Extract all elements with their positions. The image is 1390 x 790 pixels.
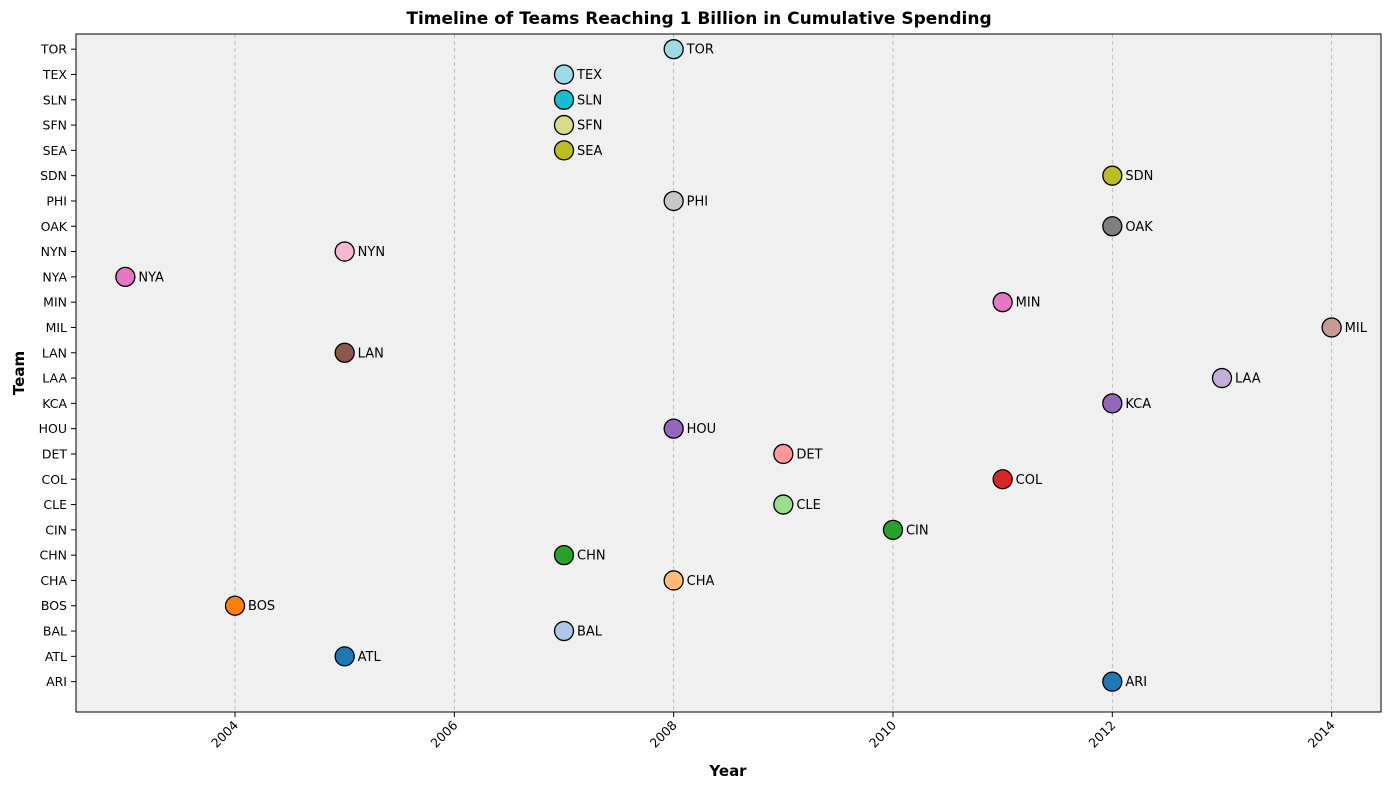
point-label-sfn: SFN — [577, 119, 602, 134]
y-tick-label: TOR — [40, 42, 67, 57]
data-point-kca — [1102, 393, 1123, 414]
x-gridlines — [234, 34, 1333, 712]
point-label-atl: ATL — [358, 650, 382, 665]
point-label-lan: LAN — [358, 346, 384, 361]
data-point-atl — [334, 646, 355, 667]
data-point-laa — [1211, 367, 1233, 389]
data-point-bal — [553, 620, 575, 642]
y-tick-label: KCA — [42, 396, 67, 411]
data-point-tor — [663, 39, 684, 60]
y-tick-label: SFN — [43, 118, 67, 133]
y-tick-label: HOU — [39, 421, 67, 436]
y-tick-label: SLN — [43, 92, 67, 107]
y-tick-label: LAA — [42, 371, 67, 386]
x-tick-label: 2004 — [208, 717, 241, 750]
point-label-bos: BOS — [248, 599, 275, 614]
y-tick-label: SEA — [43, 143, 68, 158]
x-tick-label: 2012 — [1085, 718, 1118, 751]
data-point-lan — [334, 342, 355, 363]
data-point-sdn — [1102, 165, 1123, 186]
data-point-col — [992, 469, 1013, 490]
point-label-bal: BAL — [577, 625, 603, 640]
point-label-det: DET — [796, 447, 822, 462]
point-label-oak: OAK — [1125, 220, 1153, 235]
point-label-nya: NYA — [138, 270, 164, 285]
x-tick-label: 2006 — [427, 717, 460, 750]
data-point-bos — [224, 595, 246, 616]
point-label-kca: KCA — [1125, 397, 1151, 412]
y-tick-label: ARI — [46, 674, 67, 689]
data-points: ARI ATL BAL BOS CHA CHN CIN CLE COL DET HOU KCA LAA L… — [115, 39, 1368, 692]
y-tick-label: MIN — [43, 295, 67, 310]
point-label-laa: LAA — [1235, 372, 1261, 387]
point-label-min: MIN — [1016, 296, 1041, 311]
x-tick-label: 2010 — [866, 717, 899, 750]
point-label-cin: CIN — [906, 523, 929, 538]
y-tick-label: LAN — [42, 345, 67, 360]
data-point-nya — [115, 266, 136, 288]
point-label-ari: ARI — [1125, 675, 1147, 690]
y-tick-label: COL — [41, 472, 67, 487]
point-label-sln: SLN — [577, 93, 602, 108]
y-tick-label: CLE — [43, 497, 67, 512]
chart-title: Timeline of Teams Reaching 1 Billion in … — [406, 9, 991, 29]
plot-background — [76, 34, 1381, 712]
data-point-cin — [882, 519, 904, 541]
y-tick-label: DET — [42, 446, 68, 461]
y-axis-label: Team — [10, 351, 28, 395]
y-tick-label: MIL — [46, 320, 67, 335]
point-label-col: COL — [1016, 473, 1043, 488]
y-tick-label: BAL — [43, 624, 67, 639]
y-tick-label: ATL — [45, 649, 67, 664]
point-label-cha: CHA — [687, 574, 715, 589]
x-axis-ticks: 2004 2006 2008 2010 2012 2014 — [208, 712, 1338, 751]
point-label-sea: SEA — [577, 144, 602, 159]
data-point-hou — [663, 418, 684, 439]
point-label-tex: TEX — [576, 68, 602, 83]
y-tick-label: OAK — [41, 219, 68, 234]
y-tick-label: NYA — [42, 269, 67, 284]
data-point-mil — [1321, 317, 1342, 338]
y-tick-label: CHA — [40, 573, 67, 588]
point-label-mil: MIL — [1345, 321, 1368, 336]
data-point-phi — [663, 190, 684, 212]
y-axis-ticks: ARI ATL BAL BOS CHA CHN CIN CLE COL DET HOU KCA LAA L… — [39, 42, 76, 689]
data-point-det — [773, 443, 794, 465]
point-label-chn: CHN — [577, 549, 606, 564]
data-point-sea — [553, 140, 575, 161]
data-point-sln — [553, 89, 575, 110]
y-tick-label: SDN — [40, 168, 67, 183]
x-tick-label: 2014 — [1305, 717, 1338, 750]
data-point-cha — [663, 570, 684, 591]
y-tick-label: BOS — [41, 598, 67, 613]
point-label-tor: TOR — [686, 43, 714, 58]
y-tick-label: NYN — [41, 244, 67, 259]
data-point-oak — [1102, 216, 1123, 237]
y-tick-label: PHI — [46, 193, 67, 208]
data-point-nyn — [334, 241, 355, 262]
x-tick-label: 2008 — [647, 717, 680, 750]
data-point-chn — [553, 544, 575, 566]
point-label-sdn: SDN — [1125, 169, 1153, 184]
y-tick-label: CIN — [45, 522, 67, 537]
data-point-tex — [553, 64, 575, 85]
data-point-sfn — [553, 114, 575, 136]
point-label-nyn: NYN — [358, 245, 385, 260]
plot-frame — [75, 33, 1382, 713]
x-axis-label: Year — [708, 762, 747, 780]
y-tick-label: TEX — [42, 67, 68, 82]
point-label-phi: PHI — [687, 194, 708, 209]
data-point-ari — [1102, 671, 1123, 692]
data-point-min — [992, 292, 1013, 313]
point-label-hou: HOU — [687, 422, 717, 437]
data-point-cle — [773, 494, 794, 515]
point-label-cle: CLE — [796, 498, 821, 513]
y-tick-label: CHN — [40, 548, 67, 563]
